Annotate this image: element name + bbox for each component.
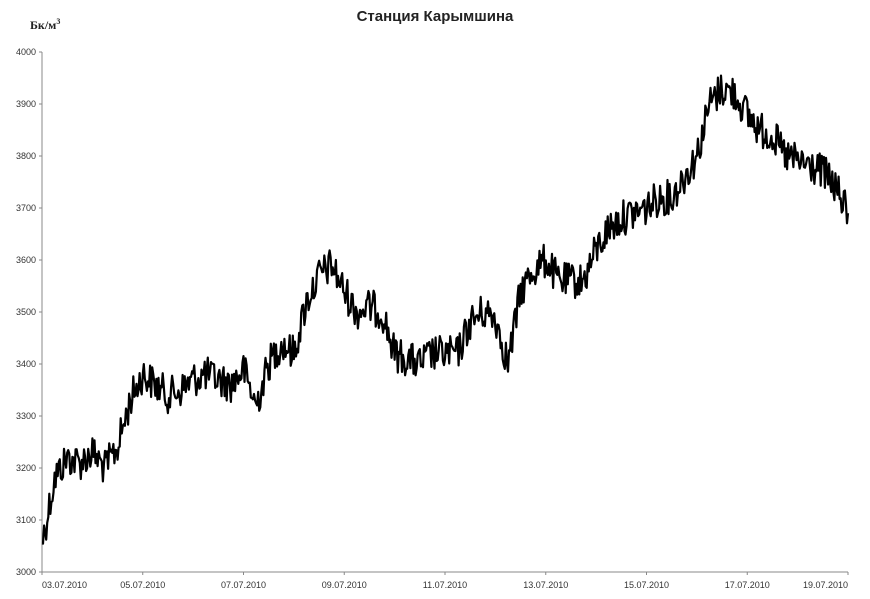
chart-title: Станция Карымшина: [356, 8, 514, 25]
y-tick-label: 3500: [16, 307, 36, 317]
y-tick-label: 3600: [16, 255, 36, 265]
y-tick-label: 3900: [16, 99, 36, 109]
y-tick-label: 4000: [16, 47, 36, 57]
y-tick-label: 3100: [16, 515, 36, 525]
x-tick-label: 15.07.2010: [624, 580, 669, 590]
x-tick-label: 09.07.2010: [322, 580, 367, 590]
y-axis-unit-label: Бк/м3: [30, 17, 60, 33]
y-tick-label: 3400: [16, 359, 36, 369]
y-tick-label: 3200: [16, 463, 36, 473]
y-tick-label: 3000: [16, 567, 36, 577]
series-line: [41, 74, 850, 545]
y-axis-unit-superscript: 3: [56, 17, 61, 26]
y-tick-label: 3800: [16, 151, 36, 161]
x-tick-label: 03.07.2010: [42, 580, 87, 590]
x-tick-label: 19.07.2010: [803, 580, 848, 590]
x-tick-label: 17.07.2010: [725, 580, 770, 590]
y-tick-label: 3300: [16, 411, 36, 421]
y-axis-unit-text: Бк/м: [30, 18, 57, 32]
x-tick-label: 11.07.2010: [423, 580, 467, 590]
x-tick-label: 13.07.2010: [523, 580, 568, 590]
y-tick-label: 3700: [16, 203, 36, 213]
x-tick-label: 05.07.2010: [120, 580, 165, 590]
x-tick-label: 07.07.2010: [221, 580, 266, 590]
